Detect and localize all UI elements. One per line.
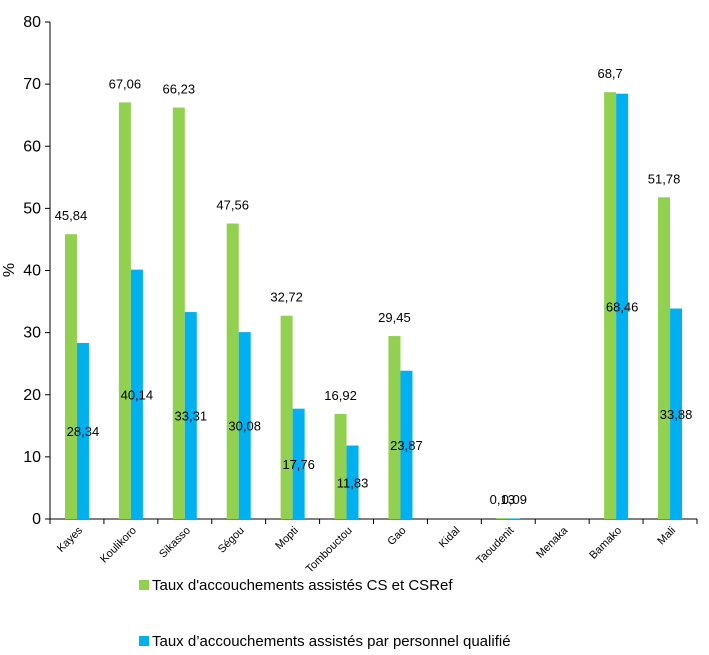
x-tick-label: Mopti xyxy=(273,525,301,553)
x-tick-label: Koulikoro xyxy=(98,525,139,566)
x-tick-label: Bamako xyxy=(587,525,624,562)
data-label: 45,84 xyxy=(55,208,88,223)
y-axis-label: % xyxy=(1,263,18,277)
legend-label: Taux d'accouchements assistés CS et CSRe… xyxy=(152,577,453,594)
bar-cs-csref xyxy=(334,413,347,519)
legend-item-cs-csref: Taux d'accouchements assistés CS et CSRe… xyxy=(139,577,453,594)
bar-cs-csref xyxy=(118,102,131,520)
bar-personnel-qualifie xyxy=(238,332,251,519)
bar-cs-csref xyxy=(496,518,509,519)
y-tick-label: 10 xyxy=(23,449,41,466)
data-label: 16,92 xyxy=(324,388,357,403)
x-tick-label: Sikasso xyxy=(157,525,193,561)
bar-cs-csref xyxy=(226,223,239,519)
bar-cs-csref xyxy=(280,315,293,519)
data-label: 0,13 xyxy=(490,492,515,507)
bar-personnel-qualifie xyxy=(670,308,683,519)
data-label: 30,08 xyxy=(228,419,261,434)
data-label: 0,09 xyxy=(502,492,527,507)
data-label: 40,14 xyxy=(121,387,154,402)
bar-cs-csref xyxy=(658,197,671,519)
x-tick-label: Kidal xyxy=(437,525,463,551)
bars xyxy=(64,92,683,520)
x-tick-label: Kayes xyxy=(55,524,85,554)
data-label: 67,06 xyxy=(109,76,142,91)
y-tick-label: 70 xyxy=(23,76,41,93)
data-label: 68,7 xyxy=(597,66,622,81)
data-label: 28,34 xyxy=(67,424,100,439)
data-label: 47,56 xyxy=(216,198,249,213)
x-tick-label: Menaka xyxy=(534,524,571,561)
bar-personnel-qualifie xyxy=(184,312,197,519)
y-tick-label: 80 xyxy=(23,14,41,31)
legend-item-personnel-qualifie: Taux d’accouchements assistés par person… xyxy=(139,633,511,650)
data-label: 66,23 xyxy=(163,82,196,97)
y-tick-label: 40 xyxy=(23,263,41,280)
bar-personnel-qualifie xyxy=(508,518,521,519)
bar-personnel-qualifie xyxy=(616,93,629,519)
bar-cs-csref xyxy=(604,92,617,520)
data-label: 29,45 xyxy=(378,310,411,325)
data-label: 33,88 xyxy=(660,407,693,422)
bar-cs-csref xyxy=(388,336,401,519)
bar-personnel-qualifie xyxy=(76,342,89,519)
data-label: 33,31 xyxy=(175,409,208,424)
y-tick-label: 50 xyxy=(23,200,41,217)
bar-cs-csref xyxy=(64,234,77,519)
y-tick-label: 60 xyxy=(23,138,41,155)
legend-swatch xyxy=(139,580,149,590)
y-tick-label: 20 xyxy=(23,387,41,404)
bar-cs-csref xyxy=(172,107,185,519)
bar-personnel-qualifie xyxy=(346,445,359,519)
x-tick-label: Tombouctou xyxy=(304,525,355,576)
legend: Taux d'accouchements assistés CS et CSRe… xyxy=(139,577,511,650)
data-label: 11,83 xyxy=(337,475,369,490)
x-tick-label: Taoudenit xyxy=(474,525,516,567)
legend-label: Taux d’accouchements assistés par person… xyxy=(152,633,511,650)
x-tick-label: Ségou xyxy=(216,525,247,556)
data-label: 51,78 xyxy=(648,171,681,186)
data-label: 17,76 xyxy=(282,457,315,472)
bar-personnel-qualifie xyxy=(130,269,143,519)
data-label: 32,72 xyxy=(270,290,303,305)
x-tick-label: Gao xyxy=(385,525,408,548)
x-tick-label: Mali xyxy=(655,525,678,548)
x-axis: Kayes Koulikoro Sikasso Ségou Mopti Tomboucto… xyxy=(49,518,698,576)
bar-personnel-qualifie xyxy=(400,370,413,519)
y-axis: 0 10 20 30 40 50 60 70 80 xyxy=(23,14,51,528)
data-label: 23,87 xyxy=(390,438,423,453)
data-label: 68,46 xyxy=(606,299,639,314)
bar-personnel-qualifie xyxy=(292,408,305,519)
data-labels: 45,84 28,34 67,06 40,14 66,23 33,31 47,56 30,08… xyxy=(55,66,693,507)
y-tick-label: 0 xyxy=(32,511,41,528)
legend-swatch xyxy=(139,636,149,646)
y-tick-label: 30 xyxy=(23,325,41,342)
